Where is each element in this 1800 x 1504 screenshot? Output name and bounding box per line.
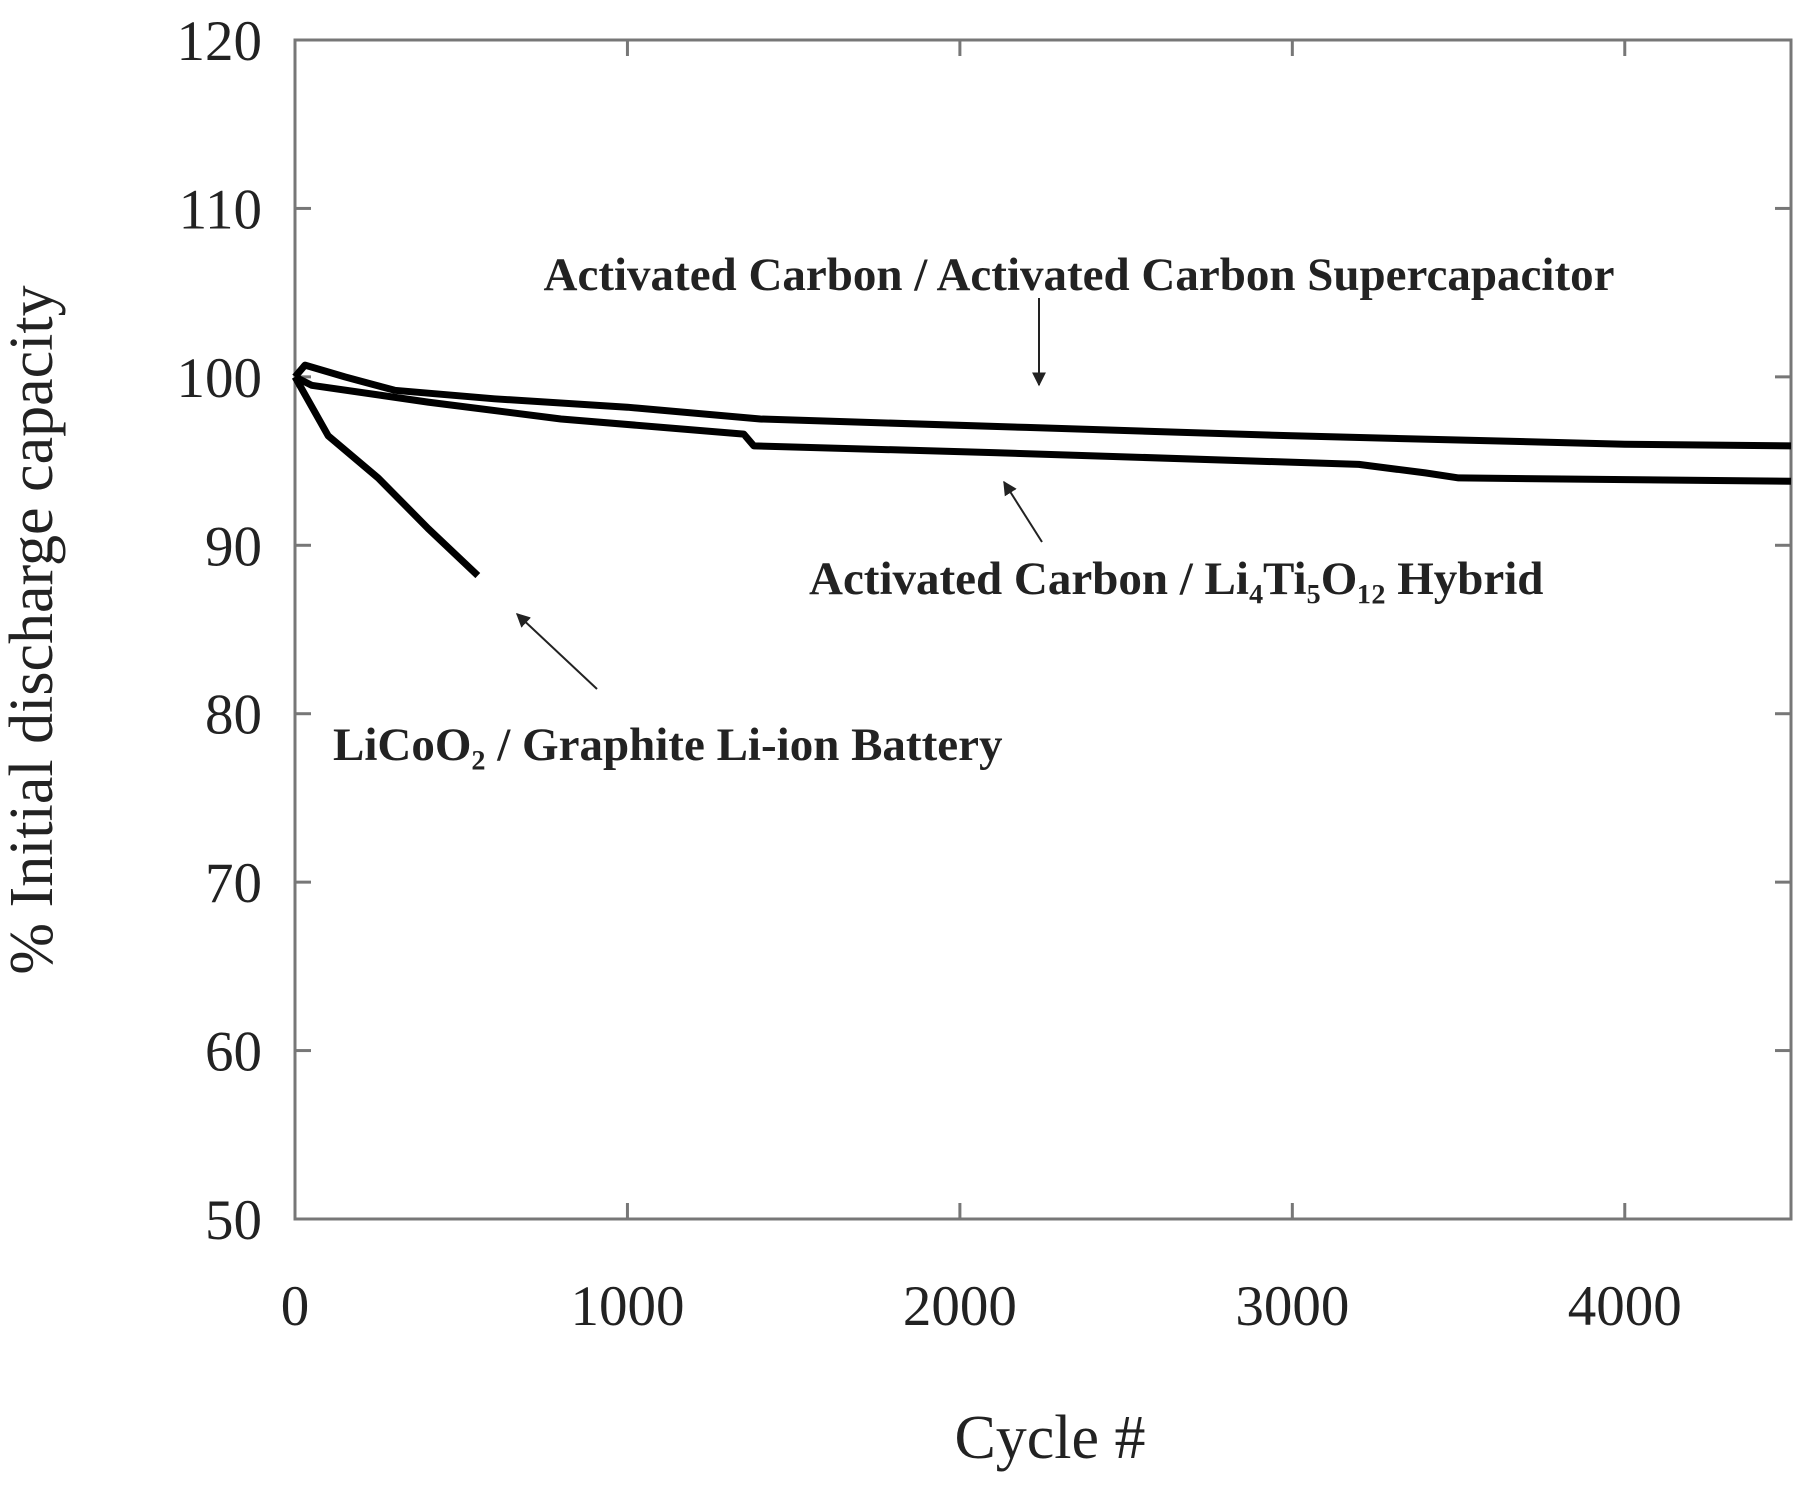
x-tick-label: 0 [281, 1275, 310, 1338]
x-tick-label: 3000 [1235, 1275, 1349, 1338]
y-tick-label: 110 [179, 178, 262, 241]
series-label: Activated Carbon / Li₄Ti₅O₁₂ Hybrid [809, 553, 1543, 605]
y-tick-label: 70 [205, 852, 262, 915]
data-line [291, 375, 481, 579]
series-label: LiCoO₂ / Graphite Li-ion Battery [333, 719, 1003, 771]
y-tick-label: 120 [177, 10, 263, 73]
arrow [515, 613, 598, 690]
series-label: Activated Carbon / Activated Carbon Supe… [544, 249, 1615, 301]
data-line [293, 373, 1792, 485]
y-tick-label: 60 [205, 1021, 262, 1084]
data-line [292, 361, 1792, 450]
plot-frame [293, 38, 1793, 1221]
x-tick-label: 2000 [903, 1275, 1017, 1338]
x-axis-title: Cycle # [954, 1404, 1145, 1472]
y-tick-label: 100 [177, 347, 263, 410]
y-tick-label: 80 [205, 684, 262, 747]
y-axis-title: % Initial discharge capacity [0, 285, 66, 974]
arrow [1003, 480, 1043, 543]
y-tick-label: 50 [205, 1189, 262, 1252]
x-tick-label: 4000 [1568, 1275, 1682, 1338]
y-tick-label: 90 [205, 515, 262, 578]
x-tick-label: 1000 [570, 1275, 684, 1338]
